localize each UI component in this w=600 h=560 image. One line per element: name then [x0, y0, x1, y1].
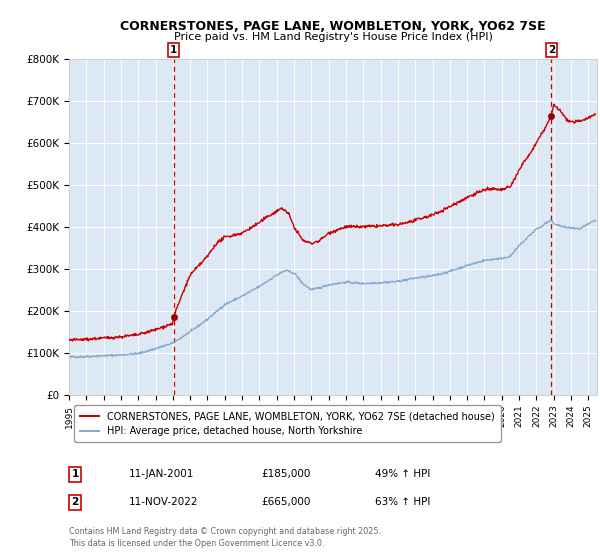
Text: 11-NOV-2022: 11-NOV-2022	[129, 497, 199, 507]
Text: 63% ↑ HPI: 63% ↑ HPI	[375, 497, 430, 507]
Text: Contains HM Land Registry data © Crown copyright and database right 2025.
This d: Contains HM Land Registry data © Crown c…	[69, 527, 381, 548]
Text: 2: 2	[548, 45, 555, 55]
Text: £665,000: £665,000	[261, 497, 310, 507]
Text: 2: 2	[71, 497, 79, 507]
Text: £185,000: £185,000	[261, 469, 310, 479]
Text: 1: 1	[170, 45, 177, 55]
Legend: CORNERSTONES, PAGE LANE, WOMBLETON, YORK, YO62 7SE (detached house), HPI: Averag: CORNERSTONES, PAGE LANE, WOMBLETON, YORK…	[74, 405, 500, 442]
Text: CORNERSTONES, PAGE LANE, WOMBLETON, YORK, YO62 7SE: CORNERSTONES, PAGE LANE, WOMBLETON, YORK…	[120, 20, 546, 32]
Text: Price paid vs. HM Land Registry's House Price Index (HPI): Price paid vs. HM Land Registry's House …	[173, 32, 493, 43]
Text: 11-JAN-2001: 11-JAN-2001	[129, 469, 194, 479]
Text: 1: 1	[71, 469, 79, 479]
Text: 49% ↑ HPI: 49% ↑ HPI	[375, 469, 430, 479]
